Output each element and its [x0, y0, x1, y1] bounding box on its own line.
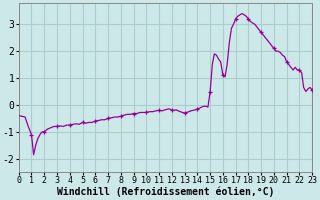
X-axis label: Windchill (Refroidissement éolien,°C): Windchill (Refroidissement éolien,°C): [57, 187, 274, 197]
